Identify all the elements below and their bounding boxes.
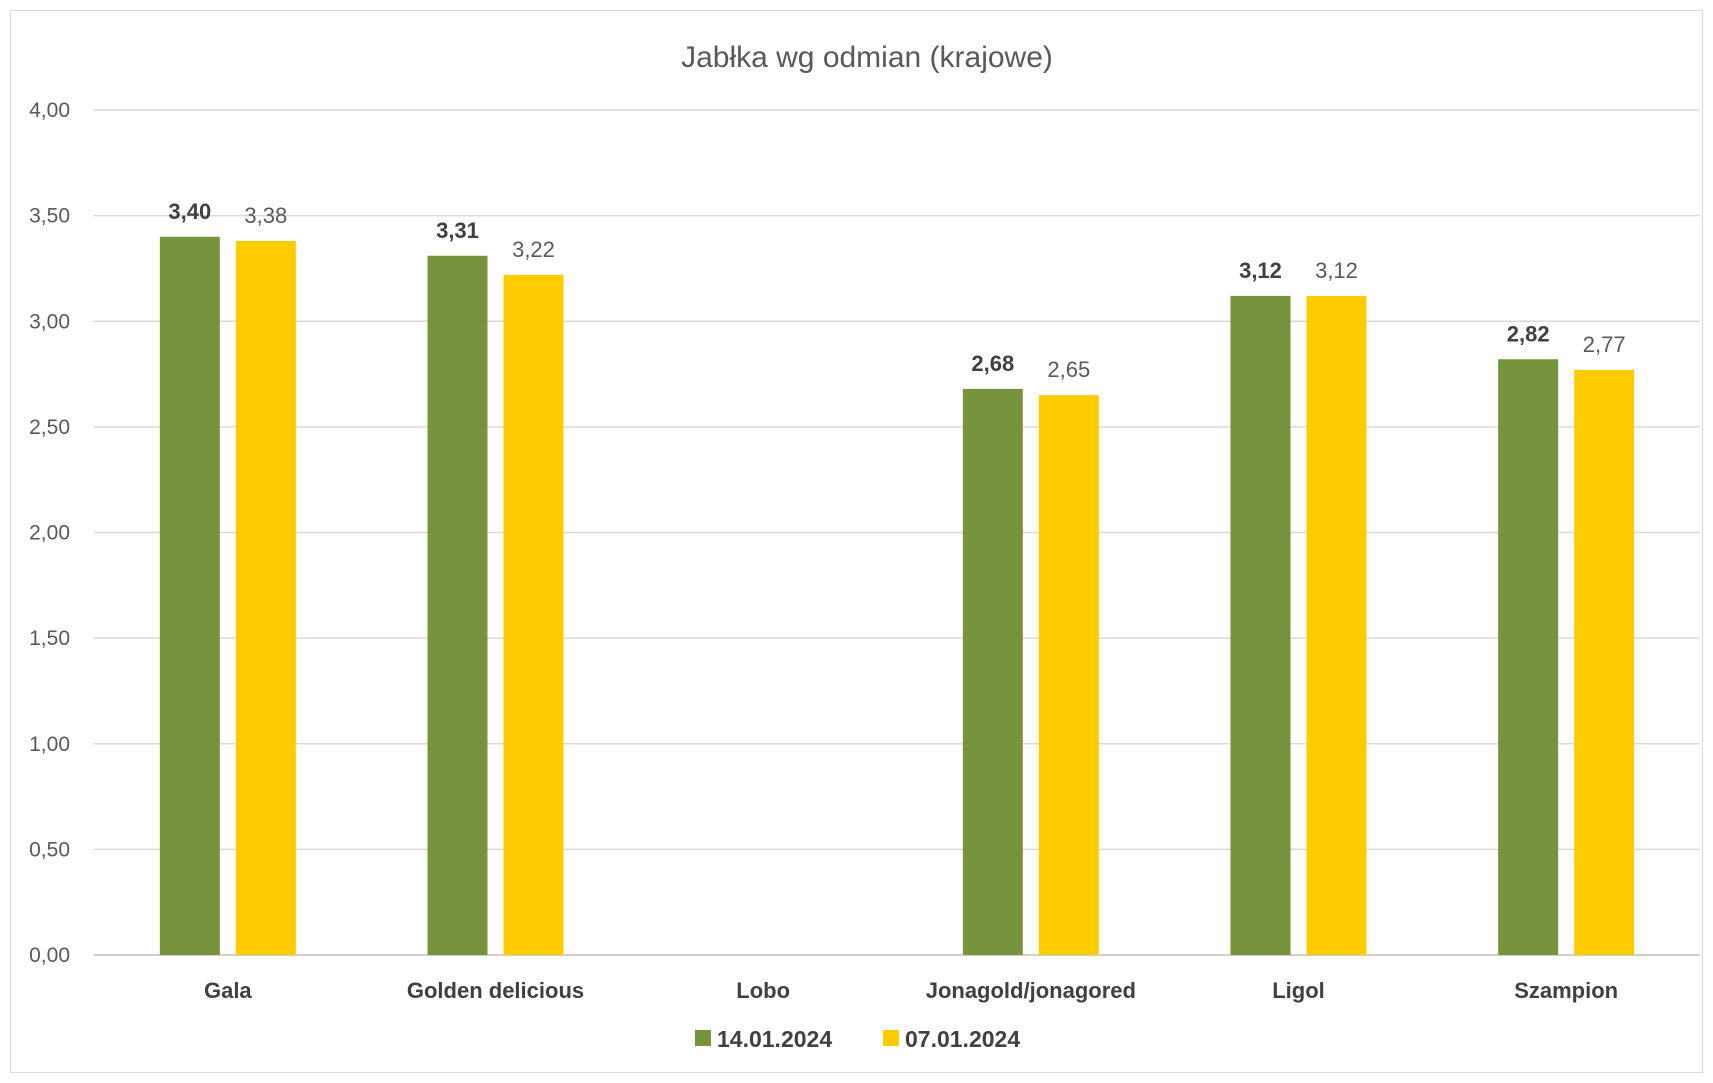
y-tick-label: 4,00 — [29, 99, 70, 122]
bar — [159, 236, 220, 955]
legend-swatch — [883, 1030, 899, 1046]
data-label: 2,68 — [971, 351, 1014, 376]
data-label: 3,38 — [244, 203, 287, 228]
bar — [427, 255, 488, 955]
legend: 14.01.2024 07.01.2024 — [695, 1026, 1020, 1052]
y-tick-label: 2,00 — [29, 522, 70, 545]
data-label: 2,77 — [1583, 332, 1626, 357]
category-label: Ligol — [1272, 978, 1325, 1003]
x-axis-categories: Gala Golden delicious Lobo Jonagold/jonagor… — [204, 978, 1618, 1003]
data-label: 3,40 — [168, 199, 211, 224]
data-labels: 3,40 3,38 3,31 3,22 2,68 2,65 3,12 3,12 2,82 2,77 — [168, 199, 1625, 382]
bar — [503, 274, 564, 955]
legend-label: 07.01.2024 — [905, 1026, 1020, 1052]
bar — [235, 240, 296, 956]
data-label: 3,12 — [1315, 258, 1358, 283]
y-tick-label: 1,50 — [29, 627, 70, 650]
y-tick-label: 0,00 — [29, 944, 70, 967]
legend-swatch — [695, 1030, 711, 1046]
data-label: 2,82 — [1507, 321, 1550, 346]
category-label: Jonagold/jonagored — [926, 978, 1136, 1003]
y-axis-ticks: 0,00 0,50 1,00 1,50 2,00 2,50 3,00 3,50 4,00 — [29, 99, 70, 967]
category-label: Gala — [204, 978, 252, 1003]
bar — [1038, 395, 1099, 955]
data-label: 3,12 — [1239, 258, 1282, 283]
data-label: 3,31 — [436, 218, 479, 243]
data-label: 3,22 — [512, 237, 555, 262]
bar — [1230, 295, 1291, 955]
y-tick-label: 0,50 — [29, 838, 70, 861]
legend-label: 14.01.2024 — [717, 1026, 832, 1052]
y-tick-label: 2,50 — [29, 416, 70, 439]
y-tick-label: 3,00 — [29, 310, 70, 333]
data-label: 2,65 — [1047, 357, 1090, 382]
bar — [1306, 295, 1367, 955]
bar — [962, 388, 1023, 956]
chart-title: Jabłka wg odmian (krajowe) — [681, 41, 1053, 74]
category-label: Szampion — [1514, 978, 1618, 1003]
bars — [159, 236, 1635, 956]
gridlines — [94, 109, 1700, 956]
bar — [1498, 359, 1559, 955]
bar — [1574, 369, 1635, 955]
category-label: Lobo — [736, 978, 790, 1003]
y-tick-label: 3,50 — [29, 205, 70, 228]
category-label: Golden delicious — [407, 978, 584, 1003]
y-tick-label: 1,00 — [29, 733, 70, 756]
